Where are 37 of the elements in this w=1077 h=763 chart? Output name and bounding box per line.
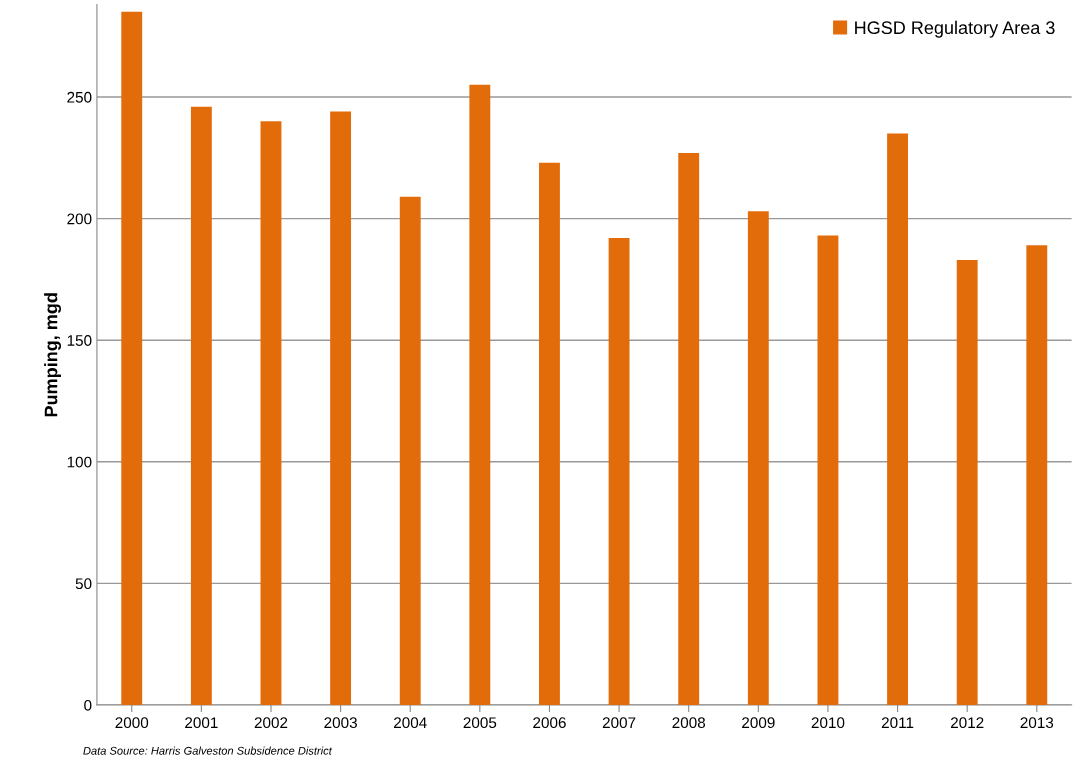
- bar: [399, 196, 421, 706]
- bar: [678, 152, 700, 706]
- x-tick-label: 2007: [602, 717, 636, 729]
- y-axis-title: Pumping, mgd: [44, 293, 62, 417]
- y-tick-label: 200: [67, 213, 92, 225]
- x-tick-label: 2002: [254, 717, 288, 729]
- bar: [956, 259, 978, 706]
- bar: [330, 111, 352, 706]
- x-tick-label: 2013: [1020, 717, 1054, 729]
- y-tick-label: 150: [67, 335, 92, 346]
- x-tick-label: 2006: [533, 717, 566, 729]
- bar: [1026, 245, 1048, 706]
- legend-label: HGSD Regulatory Area 3: [855, 20, 1055, 38]
- bar: [469, 84, 491, 706]
- source-note: Data Source: Harris Galveston Subsidence District: [83, 746, 333, 755]
- bar: [190, 106, 212, 706]
- bar: [260, 121, 282, 706]
- x-tick-label: 2003: [324, 717, 357, 729]
- x-tick-label: 2011: [881, 717, 914, 729]
- x-tick-label: 2009: [742, 717, 775, 729]
- y-tick-label: 250: [67, 91, 92, 103]
- x-tick-label: 2004: [394, 717, 427, 729]
- bar: [121, 11, 143, 706]
- x-tick-label: 2012: [950, 717, 984, 729]
- x-tick-label: 2008: [672, 717, 706, 729]
- bar: [539, 162, 560, 706]
- x-tick-label: 2001: [185, 717, 218, 729]
- y-tick-label: 50: [75, 578, 92, 590]
- bar: [887, 133, 909, 706]
- bar: [747, 211, 769, 706]
- x-tick-label: 2005: [463, 717, 497, 729]
- y-tick-label: 100: [67, 456, 92, 468]
- y-tick-label: 0: [84, 699, 92, 711]
- x-tick-label: 2010: [811, 717, 845, 729]
- bar: [608, 238, 630, 706]
- x-tick-label: 2000: [115, 717, 149, 729]
- bar: [817, 235, 839, 706]
